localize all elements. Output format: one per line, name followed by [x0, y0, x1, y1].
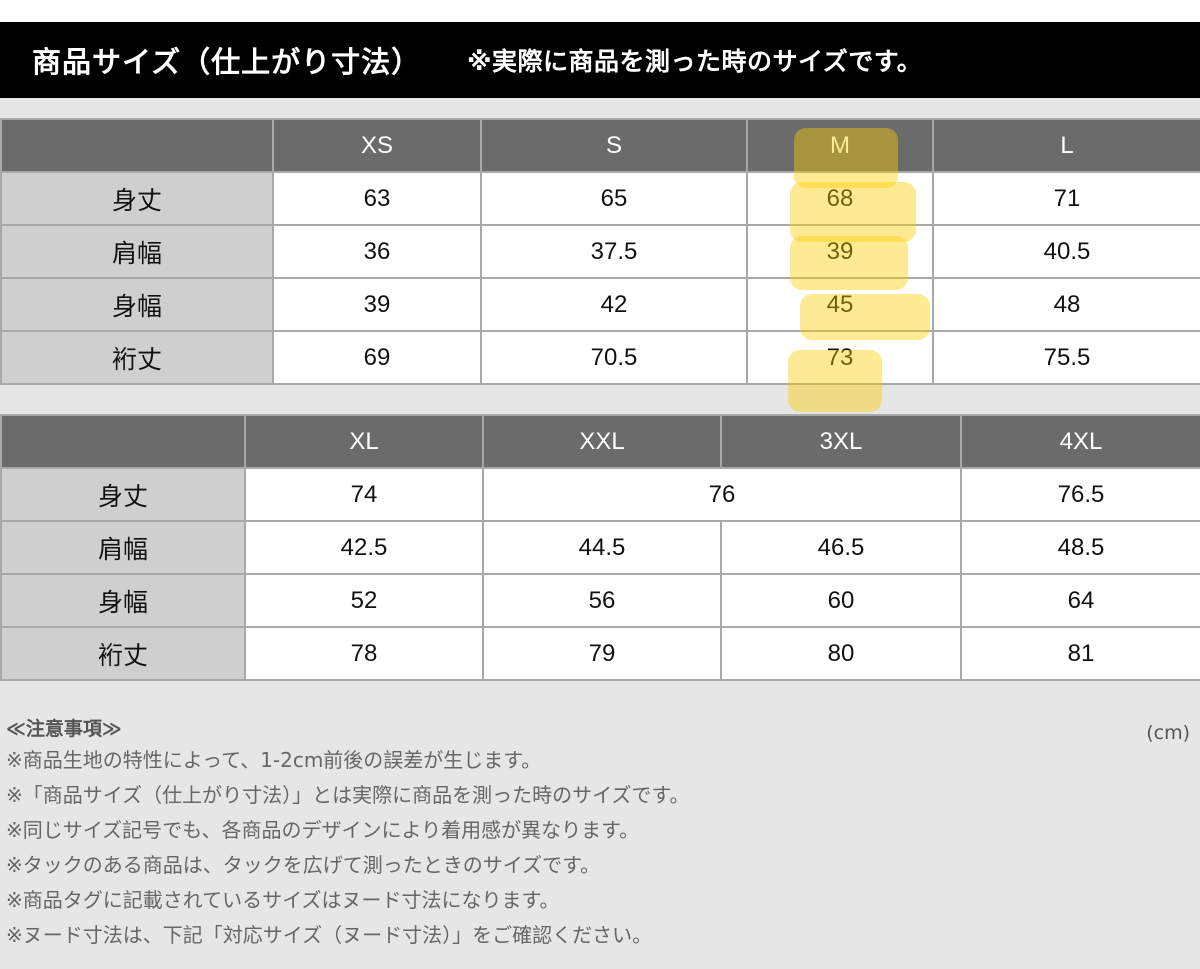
size-header: XXL [482, 414, 722, 469]
note-item: ※「商品サイズ（仕上がり寸法）」とは実際に商品を測った時のサイズです。 [6, 783, 690, 807]
size-value: 36 [272, 224, 482, 279]
table-row: 身丈 63 65 68 71 [0, 171, 1200, 226]
row-label: 肩幅 [0, 224, 274, 279]
row-label: 身丈 [0, 467, 246, 522]
size-value: 52 [244, 573, 484, 628]
size-value: 69 [272, 330, 482, 385]
row-label: 肩幅 [0, 520, 246, 575]
row-label: 身丈 [0, 171, 274, 226]
table-row: 肩幅 36 37.5 39 40.5 [0, 224, 1200, 279]
size-value: 71 [932, 171, 1200, 226]
table-row: 肩幅 42.5 44.5 46.5 48.5 [0, 520, 1200, 575]
header-subtitle: ※実際に商品を測った時のサイズです。 [467, 47, 923, 76]
note-item: ※タックのある商品は、タックを広げて測ったときのサイズです。 [6, 853, 601, 877]
size-header: XL [244, 414, 484, 469]
table-row: 身丈 74 76 76.5 [0, 467, 1200, 522]
size-value: 74 [244, 467, 484, 522]
table-row: 裄丈 69 70.5 73 75.5 [0, 330, 1200, 385]
table-header-row: XL XXL 3XL 4XL [0, 414, 1200, 469]
size-value: 79 [482, 626, 722, 681]
size-value: 42.5 [244, 520, 484, 575]
size-value: 70.5 [480, 330, 748, 385]
size-value: 37.5 [480, 224, 748, 279]
size-value: 45 [746, 277, 934, 332]
size-value: 39 [272, 277, 482, 332]
note-item: ※商品タグに記載されているサイズはヌード寸法になります。 [6, 888, 560, 912]
table-row: 裄丈 78 79 80 81 [0, 626, 1200, 681]
size-header: S [480, 118, 748, 173]
header-title: 商品サイズ（仕上がり寸法） [32, 45, 422, 79]
size-header: XS [272, 118, 482, 173]
size-value: 42 [480, 277, 748, 332]
corner-cell [0, 414, 246, 469]
size-value: 73 [746, 330, 934, 385]
size-value: 48.5 [960, 520, 1200, 575]
size-header: 3XL [720, 414, 962, 469]
size-header: 4XL [960, 414, 1200, 469]
size-value-merged: 76 [482, 467, 962, 522]
size-header: M [746, 118, 934, 173]
table-header-row: XS S M L [0, 118, 1200, 173]
size-value: 65 [480, 171, 748, 226]
corner-cell [0, 118, 274, 173]
size-value: 80 [720, 626, 962, 681]
size-table-1: XS S M L 身丈 63 65 68 71 肩幅 36 37.5 39 40… [0, 118, 1200, 385]
note-item: ※ヌード寸法は、下記「対応サイズ（ヌード寸法）」をご確認ください。 [6, 923, 653, 947]
size-chart-header: 商品サイズ（仕上がり寸法） ※実際に商品を測った時のサイズです。 [0, 22, 1200, 98]
notes-title: ≪注意事項≫ [6, 718, 122, 740]
size-value: 46.5 [720, 520, 962, 575]
row-label: 身幅 [0, 573, 246, 628]
top-margin [0, 0, 1200, 22]
size-value: 75.5 [932, 330, 1200, 385]
size-value: 44.5 [482, 520, 722, 575]
size-value: 40.5 [932, 224, 1200, 279]
table-row: 身幅 39 42 45 48 [0, 277, 1200, 332]
row-label: 裄丈 [0, 626, 246, 681]
size-value: 56 [482, 573, 722, 628]
table-row: 身幅 52 56 60 64 [0, 573, 1200, 628]
size-value: 60 [720, 573, 962, 628]
note-item: ※商品生地の特性によって、1-2cm前後の誤差が生じます。 [6, 748, 542, 772]
note-item: ※同じサイズ記号でも、各商品のデザインにより着用感が異なります。 [6, 818, 640, 842]
size-value: 68 [746, 171, 934, 226]
notes-section: ≪注意事項≫ (cm) ※商品生地の特性によって、1-2cm前後の誤差が生じます… [6, 715, 1194, 953]
size-value: 48 [932, 277, 1200, 332]
size-table-2: XL XXL 3XL 4XL 身丈 74 76 76.5 肩幅 42.5 44.… [0, 414, 1200, 681]
size-value: 63 [272, 171, 482, 226]
size-value: 64 [960, 573, 1200, 628]
unit-label: (cm) [1146, 722, 1190, 744]
size-header: L [932, 118, 1200, 173]
size-value: 81 [960, 626, 1200, 681]
notes-list: ※商品生地の特性によって、1-2cm前後の誤差が生じます。 ※「商品サイズ（仕上… [6, 743, 1194, 953]
row-label: 身幅 [0, 277, 274, 332]
size-value: 78 [244, 626, 484, 681]
size-value: 39 [746, 224, 934, 279]
row-label: 裄丈 [0, 330, 274, 385]
size-value: 76.5 [960, 467, 1200, 522]
